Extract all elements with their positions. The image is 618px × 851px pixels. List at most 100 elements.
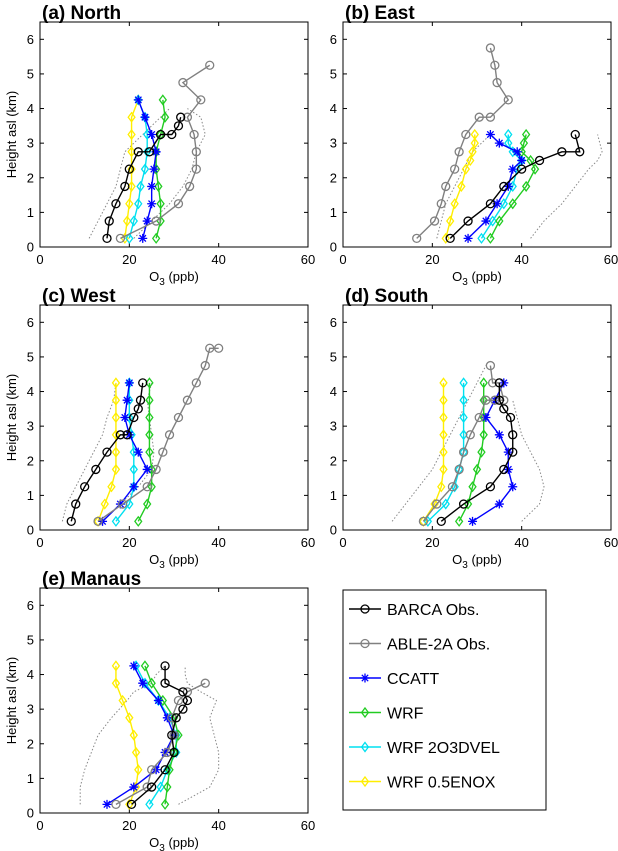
data-point — [160, 111, 170, 123]
y-tick-label: 6 — [27, 32, 34, 47]
series-wrf — [486, 128, 540, 244]
data-point — [173, 199, 184, 209]
data-point — [499, 198, 508, 210]
data-point — [107, 481, 116, 493]
panel-2: 0 20 40 60 0 1 2 3 4 5 6 (b) East O3 (ppb) — [330, 3, 618, 288]
data-point — [494, 378, 504, 388]
data-point — [165, 764, 174, 776]
data-point — [129, 661, 139, 671]
data-point — [503, 95, 513, 105]
panel-title: (d) South — [345, 286, 428, 307]
data-point — [129, 782, 139, 792]
data-point — [71, 499, 81, 509]
series-able-2a-obs — [93, 343, 224, 526]
legend-label: ABLE-2A Obs. — [387, 637, 490, 654]
x-tick-label: 60 — [301, 535, 315, 550]
data-point — [439, 394, 448, 406]
data-point — [126, 799, 137, 809]
x-tick-label: 60 — [301, 252, 315, 267]
data-point — [454, 147, 464, 157]
data-point — [534, 155, 545, 166]
y-tick-label: 0 — [27, 240, 34, 255]
data-point — [122, 430, 132, 440]
data-point — [115, 499, 125, 509]
data-point — [155, 129, 166, 140]
y-tick-label: 3 — [27, 702, 34, 717]
data-point — [111, 660, 121, 672]
data-point — [129, 463, 138, 476]
data-point — [200, 360, 210, 371]
data-point — [142, 482, 152, 492]
data-point — [205, 60, 215, 70]
range-line-1 — [391, 365, 487, 522]
x-tick-label: 40 — [211, 252, 225, 267]
series-wrf-0-5enox — [419, 377, 448, 527]
data-point — [468, 481, 477, 493]
data-point — [156, 198, 165, 210]
legend-marker — [360, 706, 370, 719]
y-tick-label: 2 — [330, 170, 337, 185]
series-line — [97, 382, 117, 522]
data-point — [140, 112, 150, 122]
x-axis-label: O3 (ppb) — [452, 552, 502, 571]
data-point — [441, 181, 451, 192]
data-point — [111, 377, 121, 389]
data-point — [505, 412, 516, 423]
legend-label: WRF — [387, 706, 424, 723]
data-point — [481, 216, 491, 226]
data-point — [160, 678, 170, 688]
x-tick-label: 40 — [514, 535, 528, 550]
legend-marker — [360, 604, 370, 614]
data-point — [450, 164, 460, 174]
data-point — [120, 181, 130, 192]
data-point — [447, 482, 458, 492]
x-tick-label: 60 — [301, 818, 315, 833]
data-point — [458, 499, 469, 509]
data-point — [512, 147, 522, 157]
data-point — [481, 395, 491, 405]
y-tick-label: 4 — [330, 101, 337, 116]
data-point — [459, 411, 468, 424]
data-point — [129, 412, 139, 423]
series-line — [416, 47, 510, 239]
series-ccatt — [463, 130, 527, 243]
series-barca-obs — [445, 129, 585, 243]
y-tick-label: 2 — [27, 736, 34, 751]
data-point — [423, 515, 433, 527]
data-point — [495, 215, 504, 227]
y-tick-label: 5 — [27, 66, 34, 81]
data-point — [466, 154, 475, 167]
data-point — [439, 429, 448, 441]
data-point — [147, 130, 157, 139]
data-point — [143, 146, 152, 158]
data-point — [140, 660, 150, 672]
data-point — [457, 180, 466, 193]
legend-entry-ccatt: CCATT — [349, 671, 439, 688]
data-point — [115, 233, 126, 243]
data-point — [494, 430, 504, 440]
data-point — [147, 677, 156, 689]
data-point — [436, 199, 446, 209]
data-point — [147, 481, 156, 493]
data-point — [115, 430, 126, 440]
data-point — [160, 798, 170, 810]
y-tick-label: 5 — [27, 632, 34, 647]
y-tick-label: 6 — [27, 315, 34, 330]
data-point — [450, 198, 459, 210]
data-point — [485, 130, 495, 139]
data-point — [138, 378, 148, 388]
x-tick-label: 20 — [122, 252, 136, 267]
data-point — [125, 198, 134, 210]
series-barca-obs — [102, 112, 186, 243]
data-point — [122, 215, 132, 227]
data-point — [468, 516, 478, 526]
y-tick-label: 1 — [27, 771, 34, 786]
data-point — [169, 747, 179, 758]
data-point — [160, 765, 170, 775]
data-point — [492, 77, 502, 88]
data-point — [418, 516, 429, 526]
series-line — [115, 665, 139, 805]
data-point — [111, 411, 121, 424]
y-tick-label: 2 — [27, 170, 34, 185]
data-point — [499, 404, 509, 414]
